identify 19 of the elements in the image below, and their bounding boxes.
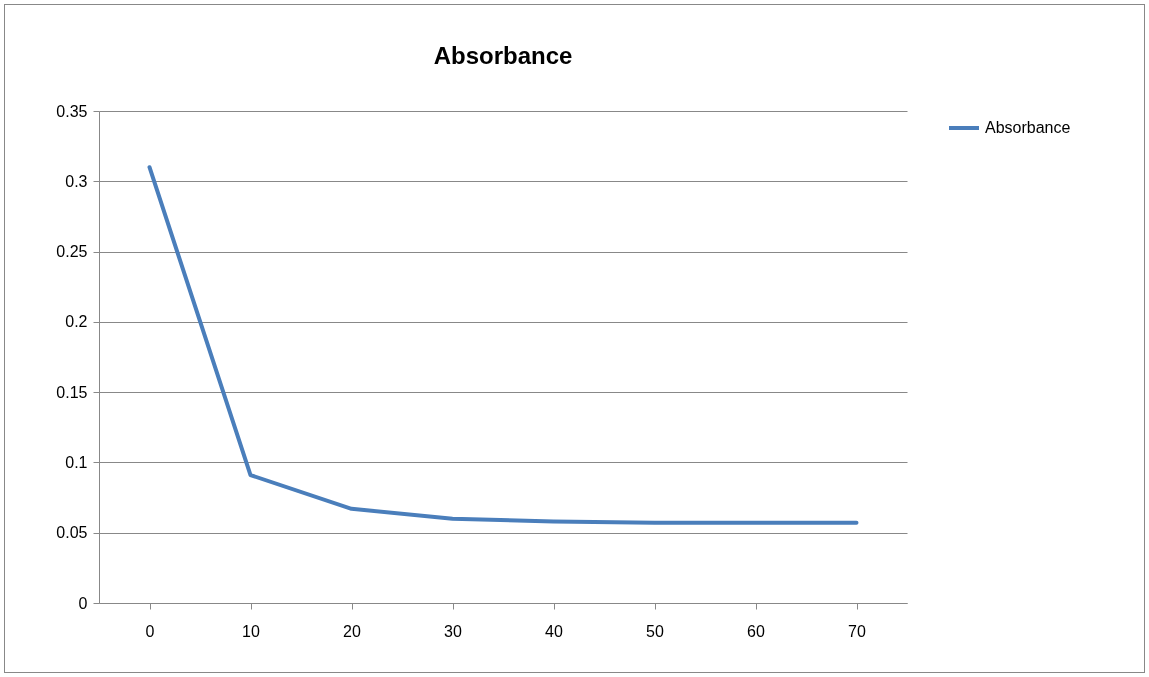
- x-tick-label: 40: [545, 622, 563, 640]
- x-tick-label: 10: [242, 622, 260, 640]
- x-tick-label: 60: [747, 622, 765, 640]
- x-tick-label: 30: [444, 622, 462, 640]
- y-tick-label: 0.05: [56, 524, 88, 542]
- y-tick-label: 0.35: [56, 102, 88, 120]
- y-tick-label: 0.3: [65, 172, 88, 190]
- x-tick-label: 50: [646, 622, 664, 640]
- y-tick-label: 0.1: [65, 453, 88, 471]
- y-tick-label: 0.2: [65, 313, 88, 331]
- x-tick-label: 70: [848, 622, 866, 640]
- y-tick-label: 0: [78, 594, 88, 612]
- y-tick-label: 0.25: [56, 243, 88, 261]
- x-tick-label: 0: [145, 622, 155, 640]
- x-tick-label: 20: [343, 622, 361, 640]
- chart-title: Absorbance: [433, 42, 573, 69]
- legend-label: Absorbance: [985, 119, 1071, 136]
- y-tick-label: 0.15: [56, 383, 88, 401]
- line-series: [147, 165, 859, 525]
